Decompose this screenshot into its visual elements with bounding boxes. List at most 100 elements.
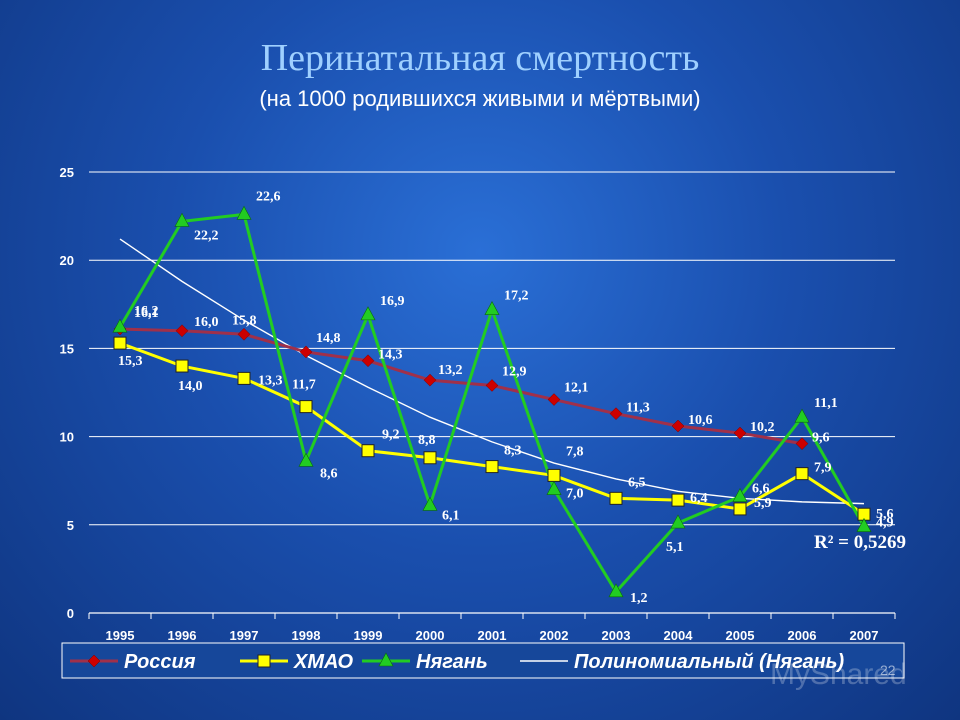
data-label: 16,1 — [134, 306, 159, 321]
page-number: 22 — [880, 662, 896, 678]
square-marker — [423, 451, 437, 465]
data-label: 5,9 — [754, 496, 772, 511]
y-tick-label: 15 — [60, 341, 74, 356]
data-label: 16,2 — [134, 304, 159, 319]
triangle-marker — [856, 517, 872, 532]
data-label: 16,9 — [380, 294, 405, 309]
x-tick-label: 2000 — [416, 628, 445, 643]
square-marker — [609, 491, 623, 505]
data-label: 15,3 — [118, 354, 143, 369]
data-label: 16,0 — [194, 315, 219, 330]
diamond-marker — [361, 354, 375, 368]
watermark: MyShared — [770, 658, 907, 691]
data-label: 7,8 — [566, 444, 584, 459]
data-label: 14,3 — [378, 348, 403, 363]
triangle-marker — [670, 514, 686, 529]
triangle-marker — [112, 318, 128, 333]
diamond-marker — [423, 373, 437, 387]
data-label: 10,6 — [688, 413, 713, 428]
y-tick-label: 25 — [60, 165, 74, 180]
diamond-marker — [175, 324, 189, 338]
data-label: 12,1 — [564, 381, 589, 396]
diamond-marker — [547, 393, 561, 406]
data-label: 12,9 — [502, 364, 527, 379]
data-label: 6,1 — [442, 508, 460, 523]
x-tick-label: 2007 — [850, 628, 879, 643]
x-tick-label: 1998 — [292, 628, 321, 643]
legend-label: Россия — [124, 651, 196, 673]
series-lines — [118, 212, 866, 595]
data-label: 15,8 — [232, 313, 257, 328]
legend-label: Нягань — [416, 651, 488, 673]
diamond-marker — [299, 345, 313, 359]
data-label: 13,2 — [438, 363, 463, 378]
data-label: 6,5 — [628, 475, 646, 490]
triangle-marker — [732, 487, 748, 502]
triangle-marker — [422, 496, 438, 511]
y-tick-label: 5 — [67, 518, 74, 533]
legend-label: ХМАО — [293, 651, 353, 673]
data-label: 6,6 — [752, 482, 770, 497]
x-tick-label: 1995 — [106, 628, 135, 643]
data-label: 14,0 — [178, 379, 203, 394]
data-label: 8,8 — [418, 433, 436, 448]
data-label: 17,2 — [504, 289, 529, 304]
data-label: 1,2 — [630, 591, 648, 606]
data-labels: 16,1 16,0 15,8 14,8 14,3 13,2 12,9 12,1 11,3 10,6… — [118, 189, 894, 605]
y-tick-label: 0 — [67, 606, 74, 621]
data-label: 22,6 — [256, 189, 281, 204]
square-marker — [547, 468, 561, 482]
legend-label: Полиномиальный (Нягань) — [574, 651, 845, 673]
triangle-marker — [298, 452, 314, 467]
data-label: 8,6 — [320, 466, 338, 481]
legend: Россия ХМАО Нягань Полиномиальный (Нягань) — [61, 642, 905, 679]
data-label: 9,2 — [382, 428, 400, 443]
x-tick-label: 2001 — [478, 628, 507, 643]
data-label: 10,2 — [750, 420, 775, 435]
data-label: 9,6 — [812, 431, 830, 446]
triangle-marker — [378, 652, 394, 667]
data-label: 4,9 — [876, 516, 894, 531]
series-line-0 — [119, 327, 803, 446]
diamond-marker — [609, 407, 623, 421]
triangle-marker — [360, 306, 376, 321]
chart-title: Перинатальная смертность — [260, 37, 700, 79]
square-marker — [733, 502, 747, 516]
diamond-marker — [87, 654, 101, 668]
square-marker — [361, 444, 375, 458]
x-tick-label: 2005 — [726, 628, 755, 643]
x-tick-label: 2003 — [602, 628, 631, 643]
data-markers — [112, 205, 872, 598]
square-marker — [175, 359, 189, 373]
axes: 0 5 10 15 20 25 1995 1996 1997 1998 1999 2000 2001 20… — [60, 165, 896, 643]
data-label: 14,8 — [316, 331, 341, 346]
data-label: 8,3 — [504, 444, 522, 459]
r-squared-annotation: R² = 0,5269 — [814, 532, 906, 553]
diamond-marker — [795, 437, 809, 451]
triangle-marker — [174, 212, 190, 227]
data-label: 13,3 — [258, 373, 283, 388]
legend-box — [61, 642, 905, 679]
square-marker — [113, 336, 127, 350]
data-label: 22,2 — [194, 228, 219, 243]
chart-subtitle: (на 1000 родившихся живыми и мёртвыми) — [259, 86, 701, 111]
square-marker — [237, 371, 251, 385]
data-label: 11,3 — [626, 401, 650, 416]
x-tick-label: 2002 — [540, 628, 569, 643]
x-tick-label: 1996 — [168, 628, 197, 643]
diamond-marker — [733, 426, 747, 440]
triangle-marker — [236, 205, 252, 220]
diamond-marker — [671, 419, 685, 433]
y-tick-label: 10 — [60, 430, 74, 445]
x-tick-label: 1999 — [354, 628, 383, 643]
triangle-marker — [484, 300, 500, 315]
data-label: 7,0 — [566, 487, 584, 502]
triangle-marker — [546, 480, 562, 495]
x-tick-label: 1997 — [230, 628, 259, 643]
y-tick-label: 20 — [60, 253, 74, 268]
square-marker — [257, 654, 271, 668]
data-label: 5,1 — [666, 540, 684, 555]
series-line-2 — [118, 212, 866, 595]
square-marker — [795, 467, 809, 481]
